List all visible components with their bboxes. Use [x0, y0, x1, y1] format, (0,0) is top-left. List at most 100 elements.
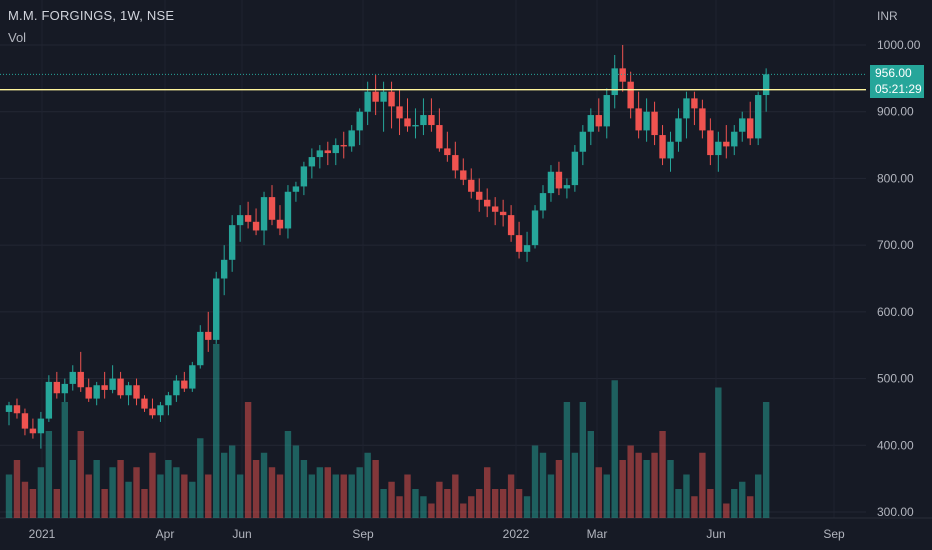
volume-bar [332, 474, 339, 518]
candle-body [762, 74, 770, 96]
candle-body [499, 211, 507, 216]
candle-body [356, 111, 363, 131]
candle-body [420, 115, 427, 126]
candle-body [292, 186, 300, 192]
volume-bar [61, 402, 68, 518]
candle-body [476, 191, 483, 200]
x-tick-label: 2022 [503, 527, 530, 541]
candle-body [276, 219, 284, 229]
volume-bar [69, 460, 76, 518]
candle-body [555, 171, 563, 189]
volume-bar [444, 489, 451, 518]
candle-body [300, 166, 308, 187]
x-tick-label: Jun [706, 527, 725, 541]
candle-body [93, 385, 100, 399]
candle-body [595, 115, 602, 127]
candle-body [603, 95, 610, 127]
candle-body [491, 206, 499, 212]
candle-body [101, 385, 108, 390]
candle-body [731, 131, 738, 147]
grid [0, 0, 932, 519]
candle-body [197, 331, 204, 366]
volume-bar [292, 445, 300, 518]
y-tick-label: 700.00 [877, 238, 914, 252]
volume-bar [651, 452, 658, 518]
candle-body [308, 157, 316, 167]
y-tick-label: 400.00 [877, 438, 914, 452]
candle-body [61, 383, 68, 394]
volume-bar [133, 467, 140, 518]
candle-body [531, 210, 539, 246]
candle-body [667, 141, 674, 159]
volume-bar [372, 460, 379, 518]
volume-bar [595, 467, 602, 518]
volume-bar [85, 474, 92, 518]
volume-bar [45, 431, 53, 518]
volume-bar [181, 474, 188, 518]
candle-body [611, 68, 618, 96]
volume-bar [635, 452, 642, 518]
candle-body [747, 118, 754, 139]
candle-body [109, 378, 116, 390]
candle-body [396, 106, 403, 119]
volume-bar [460, 503, 467, 518]
candle-body [468, 179, 475, 192]
volume-bar [356, 467, 363, 518]
volume-bar [268, 467, 276, 518]
x-tick-label: Mar [587, 527, 608, 541]
candle-body [284, 191, 292, 229]
volume-bar [173, 467, 180, 518]
volume-bar [659, 431, 666, 518]
candle-body [332, 145, 339, 154]
volume-bar [340, 474, 347, 518]
volume-bar [125, 481, 132, 518]
candle-body [189, 365, 196, 389]
candle-body [157, 405, 164, 416]
y-axis: 1000.00 900.00 800.00 700.00 600.00 500.00 400… [877, 38, 921, 519]
x-tick-label: Apr [156, 527, 175, 541]
volume-bar [468, 496, 475, 518]
volume-bar [683, 474, 690, 518]
candle-body [484, 199, 491, 207]
volume-bar [739, 481, 746, 518]
volume-bar [348, 474, 355, 518]
volume-bar [252, 460, 260, 518]
candle-body [627, 81, 634, 109]
candle-body [372, 91, 379, 102]
volume-bar [499, 489, 507, 518]
candle-body [181, 380, 188, 389]
candle-body [715, 141, 722, 156]
candle-body [13, 405, 21, 414]
volume-bar [539, 452, 547, 518]
volume-bar [579, 402, 587, 518]
volume-bar [675, 489, 682, 518]
volume-bar [77, 431, 84, 518]
price-tag: 956.00 05:21:29 [870, 65, 924, 98]
volume-bar [149, 452, 156, 518]
volume-bar [531, 445, 539, 518]
volume-bar [53, 489, 61, 518]
candle-body [651, 111, 658, 136]
volume-bar [507, 474, 515, 518]
volume-bar [476, 489, 483, 518]
candle-body [29, 428, 37, 434]
volume-bar [420, 496, 427, 518]
candle-body [77, 371, 84, 388]
volume-bar [93, 460, 100, 518]
volume-bar [571, 452, 579, 518]
candle-body [619, 68, 626, 82]
x-tick-label: Jun [232, 527, 251, 541]
candle-body [444, 148, 451, 156]
candle-body [5, 405, 13, 412]
candle-body [220, 259, 228, 279]
volume-bar [627, 445, 634, 518]
volume-bar [157, 474, 164, 518]
y-tick-label: 600.00 [877, 305, 914, 319]
volume-bar [236, 474, 244, 518]
volume-bar [220, 452, 228, 518]
candle-body [699, 108, 706, 131]
candle-body [260, 197, 268, 231]
volume-bar [547, 474, 555, 518]
volume-bar [491, 489, 499, 518]
